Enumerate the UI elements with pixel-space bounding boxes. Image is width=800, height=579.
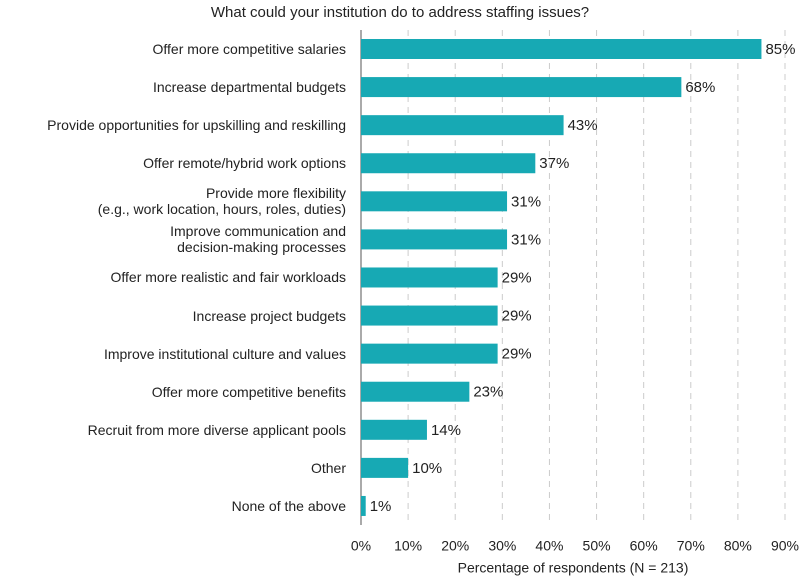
bar xyxy=(361,305,498,326)
x-tick-label: 60% xyxy=(630,538,658,554)
y-tick-label: Increase project budgets xyxy=(192,307,346,324)
value-label: 85% xyxy=(765,41,795,58)
y-tick-label: Recruit from more diverse applicant pool… xyxy=(87,421,346,438)
value-label: 29% xyxy=(502,308,532,325)
bar xyxy=(361,77,682,98)
y-tick-label: Other xyxy=(310,459,346,476)
value-label: 14% xyxy=(431,422,461,439)
chart-title: What could your institution do to addres… xyxy=(211,4,589,21)
bar xyxy=(361,267,498,288)
value-label: 37% xyxy=(539,155,569,172)
bar xyxy=(361,457,409,478)
value-label: 29% xyxy=(502,346,532,363)
y-tick-label: Provide opportunities for upskilling and… xyxy=(47,117,346,134)
x-axis-title: Percentage of respondents (N = 213) xyxy=(458,560,689,576)
value-label: 23% xyxy=(473,384,503,401)
x-tick-label: 70% xyxy=(677,538,705,554)
y-tick-label: Improve communication and decision-makin… xyxy=(170,223,346,256)
bar xyxy=(361,419,427,440)
value-label: 10% xyxy=(412,460,442,477)
bar xyxy=(361,495,366,516)
y-tick-label: Offer more competitive benefits xyxy=(151,383,346,400)
bar xyxy=(361,115,564,136)
x-tick-label: 50% xyxy=(583,538,611,554)
bar xyxy=(361,343,498,364)
x-tick-label: 20% xyxy=(441,538,469,554)
bar xyxy=(361,381,470,402)
x-tick-label: 80% xyxy=(724,538,752,554)
bar xyxy=(361,153,536,174)
x-tick-label: 10% xyxy=(394,538,422,554)
bar xyxy=(361,191,508,212)
y-tick-label: Offer remote/hybrid work options xyxy=(143,155,346,172)
y-tick-label: Provide more flexibility (e.g., work loc… xyxy=(97,185,346,218)
value-label: 31% xyxy=(511,193,541,210)
bar xyxy=(361,39,762,59)
value-label: 31% xyxy=(511,231,541,248)
x-tick-label: 0% xyxy=(351,538,371,554)
x-tick-label: 90% xyxy=(771,538,799,554)
bar xyxy=(361,229,508,250)
x-tick-label: 40% xyxy=(535,538,563,554)
value-label: 43% xyxy=(568,117,598,134)
y-tick-label: Offer more competitive salaries xyxy=(152,41,346,57)
value-label: 1% xyxy=(370,498,392,515)
y-tick-label: Increase departmental budgets xyxy=(152,79,346,96)
y-tick-label: Improve institutional culture and values xyxy=(103,345,346,362)
y-tick-label: None of the above xyxy=(231,497,346,514)
y-tick-label: Offer more realistic and fair workloads xyxy=(110,269,347,286)
value-label: 68% xyxy=(685,79,715,96)
x-tick-label: 30% xyxy=(488,538,516,554)
value-label: 29% xyxy=(502,269,532,286)
